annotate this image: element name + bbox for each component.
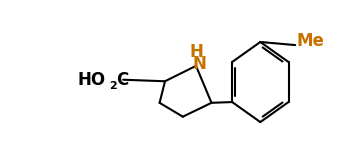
Text: 2: 2	[109, 81, 117, 91]
Text: HO: HO	[78, 71, 106, 89]
Text: H: H	[189, 43, 203, 61]
Text: C: C	[116, 71, 129, 89]
Text: Me: Me	[297, 32, 325, 50]
Text: N: N	[193, 55, 207, 73]
